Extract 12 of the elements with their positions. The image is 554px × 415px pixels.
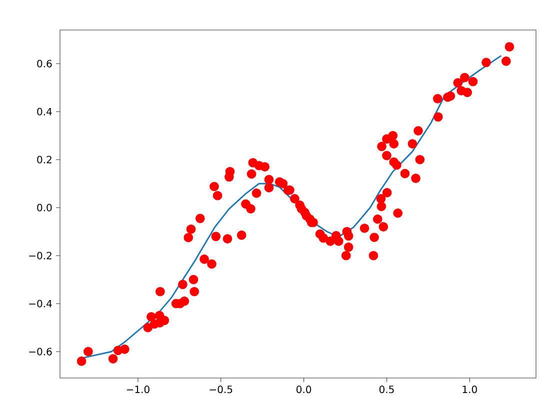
y-tick-label: 0.0 [37,204,52,212]
y-tick-label: −0.4 [29,300,52,308]
y-tick-label: −0.6 [29,348,52,356]
y-tick-label: −0.2 [29,252,52,260]
x-tick-label: −1.0 [126,386,150,394]
x-tick-label: 1.0 [462,386,477,394]
y-tick-label: 0.6 [37,60,52,68]
y-tick-label: 0.4 [37,108,52,116]
x-tick-label: 0.0 [296,386,312,394]
x-tick-label: 0.5 [379,386,394,394]
x-tick-label: −0.5 [210,386,232,394]
y-tick-label: 0.2 [37,156,52,164]
